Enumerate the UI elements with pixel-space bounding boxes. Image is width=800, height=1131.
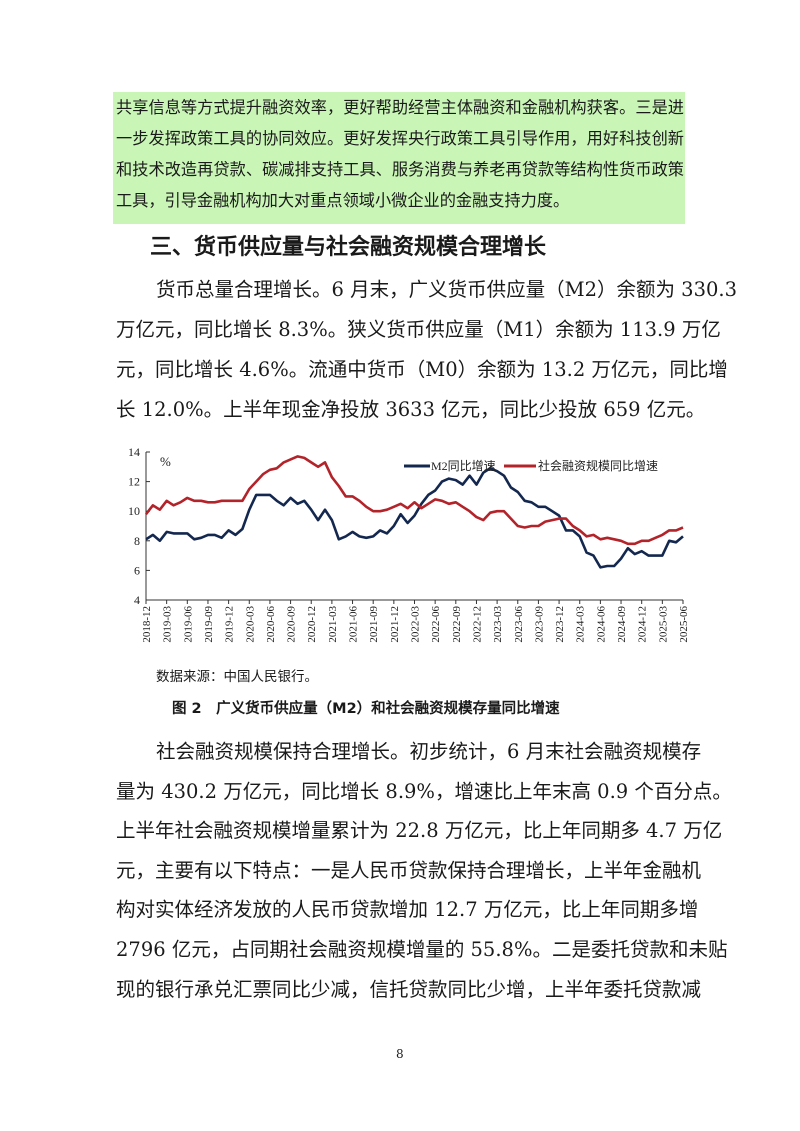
y-tick-label: 4 [134,593,140,607]
x-tick-label: 2022-06 [430,606,442,643]
highlighted-line: 共享信息等方式提升融资效率，更好帮助经营主体融资和金融机构获客。三是进 [116,98,684,117]
paragraph-line: 构对实体经济发放的人民币贷款增加 12.7 万亿元，比上年同期多增 [116,898,699,921]
x-tick-label: 2022-03 [410,606,422,643]
x-tick-label: 2019-09 [203,606,215,643]
x-tick-label: 2019-06 [182,606,194,643]
x-tick-label: 2021-03 [327,606,339,643]
highlighted-line: 工具，引导金融机构加大对重点领域小微企业的金融支持力度。 [116,191,570,210]
x-tick-label: 2019-03 [162,606,174,643]
x-tick-label: 2024-09 [616,606,628,643]
x-tick-label: 2021-12 [389,606,401,643]
x-tick-label: 2021-06 [348,606,360,643]
x-tick-label: 2022-09 [451,606,463,643]
x-tick-label: 2023-09 [533,606,545,643]
paragraph-line: 万亿元，同比增长 8.3%。狭义货币供应量（M1）余额为 113.9 万亿 [116,318,721,341]
paragraph-line: 货币总量合理增长。6 月末，广义货币供应量（M2）余额为 330.3 [156,278,738,301]
y-tick-label: 8 [134,534,140,548]
x-tick-label: 2025-06 [678,606,690,643]
highlighted-line: 和技术改造再贷款、碳减排支持工具、服务消费与养老再贷款等结构性货币政策 [116,160,684,179]
page-number: 8 [396,1047,404,1061]
x-tick-label: 2024-06 [595,606,607,643]
series-line-tsf [144,455,684,546]
series-line-m2 [145,467,684,569]
y-tick-label: 12 [128,475,140,489]
chart-source: 数据来源：中国人民银行。 [156,669,318,685]
y-tick-label: 10 [128,504,140,518]
x-tick-label: 2023-06 [513,606,525,643]
x-tick-label: 2022-12 [471,606,483,643]
x-tick-label: 2018-12 [141,606,153,643]
paragraph-line: 元，主要有以下特点：一是人民币贷款保持合理增长，上半年金融机 [116,859,702,882]
chart-series [144,455,684,569]
x-tick-label: 2024-12 [637,606,649,643]
x-tick-label: 2019-12 [224,606,236,643]
x-tick-label: 2023-03 [492,606,504,643]
paragraph-line: 2796 亿元，占同期社会融资规模增量的 55.8%。二是委托贷款和未贴 [116,938,728,961]
x-tick-label: 2020-06 [265,606,277,643]
y-tick-label: 6 [134,563,140,577]
line-chart: 4 6 8 10 12 14 2018-12 2019-03 2019-06 2019-09 201… [128,445,690,643]
paragraph-line: 现的银行承兑汇票同比少减，信托贷款同比少增，上半年委托贷款减 [116,978,702,1001]
x-tick-label: 2020-03 [244,606,256,643]
highlighted-line: 一步发挥政策工具的协同效应。更好发挥央行政策工具引导作用，用好科技创新 [116,129,684,148]
x-tick-label: 2020-12 [306,606,318,643]
paragraph-line: 元，同比增长 4.6%。流通中货币（M0）余额为 13.2 万亿元，同比增 [116,358,728,381]
x-tick-label: 2025-03 [657,606,669,643]
y-tick-label: 14 [128,445,140,459]
section-heading: 三、货币供应量与社会融资规模合理增长 [150,235,547,260]
paragraph-line: 社会融资规模保持合理增长。初步统计，6 月末社会融资规模存 [156,740,702,763]
paragraph-line: 上半年社会融资规模增量累计为 22.8 万亿元，比上年同期多 4.7 万亿 [116,819,723,842]
x-tick-label: 2024-03 [575,606,587,643]
paragraph-line: 量为 430.2 万亿元，同比增长 8.9%，增速比上年末高 0.9 个百分点。 [116,780,732,803]
x-tick-label: 2021-09 [368,606,380,643]
legend-label-m2: M2同比增速 [431,459,496,473]
paragraph-line: 长 12.0%。上半年现金净投放 3633 亿元，同比少投放 659 亿元。 [116,398,706,421]
legend-label-tsf: 社会融资规模同比增速 [538,458,658,473]
chart-axes: 4 6 8 10 12 14 2018-12 2019-03 2019-06 2019-09 201… [128,445,690,643]
x-tick-label: 2023-12 [554,606,566,643]
y-axis-unit: % [160,454,171,469]
figure-caption: 图 2 广义货币供应量（M2）和社会融资规模存量同比增速 [172,701,560,717]
x-tick-label: 2020-09 [286,606,298,643]
legend: M2同比增速 社会融资规模同比增速 [404,458,658,473]
highlighted-paragraph [113,92,685,224]
